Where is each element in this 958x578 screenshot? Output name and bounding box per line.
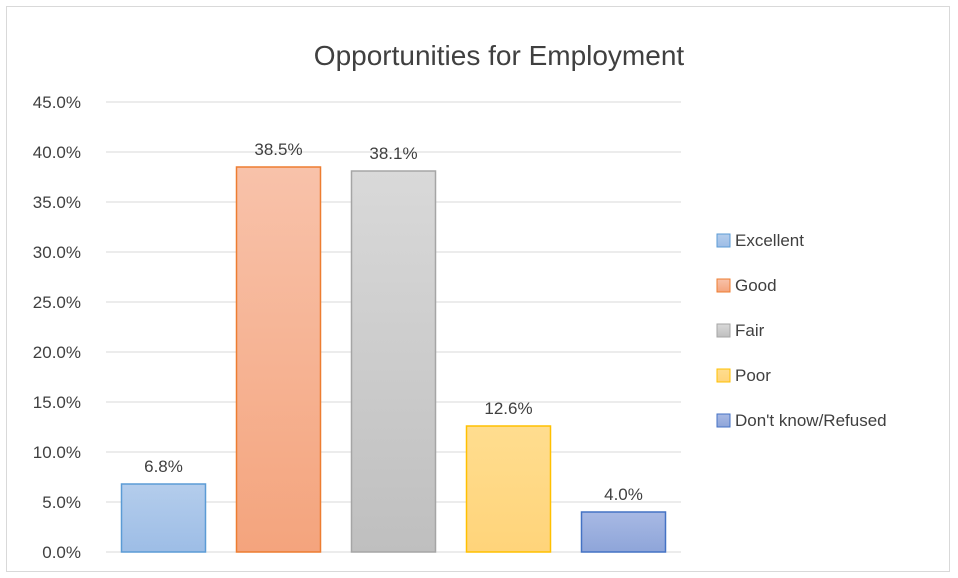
legend-swatch [716,233,731,248]
y-tick-label: 35.0% [33,193,81,212]
y-tick-label: 20.0% [33,343,81,362]
bar-poor [465,425,552,553]
legend-swatch [716,413,731,428]
legend-label: Excellent [735,231,804,250]
data-label: 38.1% [369,144,417,163]
legend-label: Fair [735,321,765,340]
legend-item: Don't know/Refused [716,411,887,430]
legend-item: Excellent [716,231,804,250]
y-tick-label: 0.0% [42,543,81,562]
chart-title: Opportunities for Employment [314,40,685,71]
y-axis-tick-labels: 0.0% 5.0% 10.0% 15.0% 20.0% 25.0% 30.0% 35.0% 40… [33,93,81,562]
y-tick-label: 10.0% [33,443,81,462]
legend-label: Poor [735,366,771,385]
bar-don-t-know-refused [580,511,667,553]
bar-good [235,166,322,553]
y-tick-label: 40.0% [33,143,81,162]
data-label: 38.5% [254,140,302,159]
legend-item: Good [716,276,777,295]
legend-swatch [716,323,731,338]
legend-item: Fair [716,321,765,340]
bars [120,166,667,553]
y-tick-label: 5.0% [42,493,81,512]
legend-swatch [716,278,731,293]
legend-label: Good [735,276,777,295]
legend-label: Don't know/Refused [735,411,887,430]
chart-area: Opportunities for Employment 0.0% 5.0% 10.… [6,6,950,572]
bar-excellent [120,483,207,553]
y-tick-label: 15.0% [33,393,81,412]
data-labels: 6.8% 38.5% 38.1% 12.6% 4.0% [144,140,643,504]
data-label: 6.8% [144,457,183,476]
bar-fair [350,170,437,553]
legend-swatch [716,368,731,383]
legend: Excellent Good Fair Poor Don't know/Refused [716,231,887,430]
data-label: 4.0% [604,485,643,504]
y-tick-label: 30.0% [33,243,81,262]
y-tick-label: 45.0% [33,93,81,112]
y-tick-label: 25.0% [33,293,81,312]
data-label: 12.6% [484,399,532,418]
legend-item: Poor [716,366,771,385]
bar-chart: Opportunities for Employment 0.0% 5.0% 10.… [33,40,887,562]
